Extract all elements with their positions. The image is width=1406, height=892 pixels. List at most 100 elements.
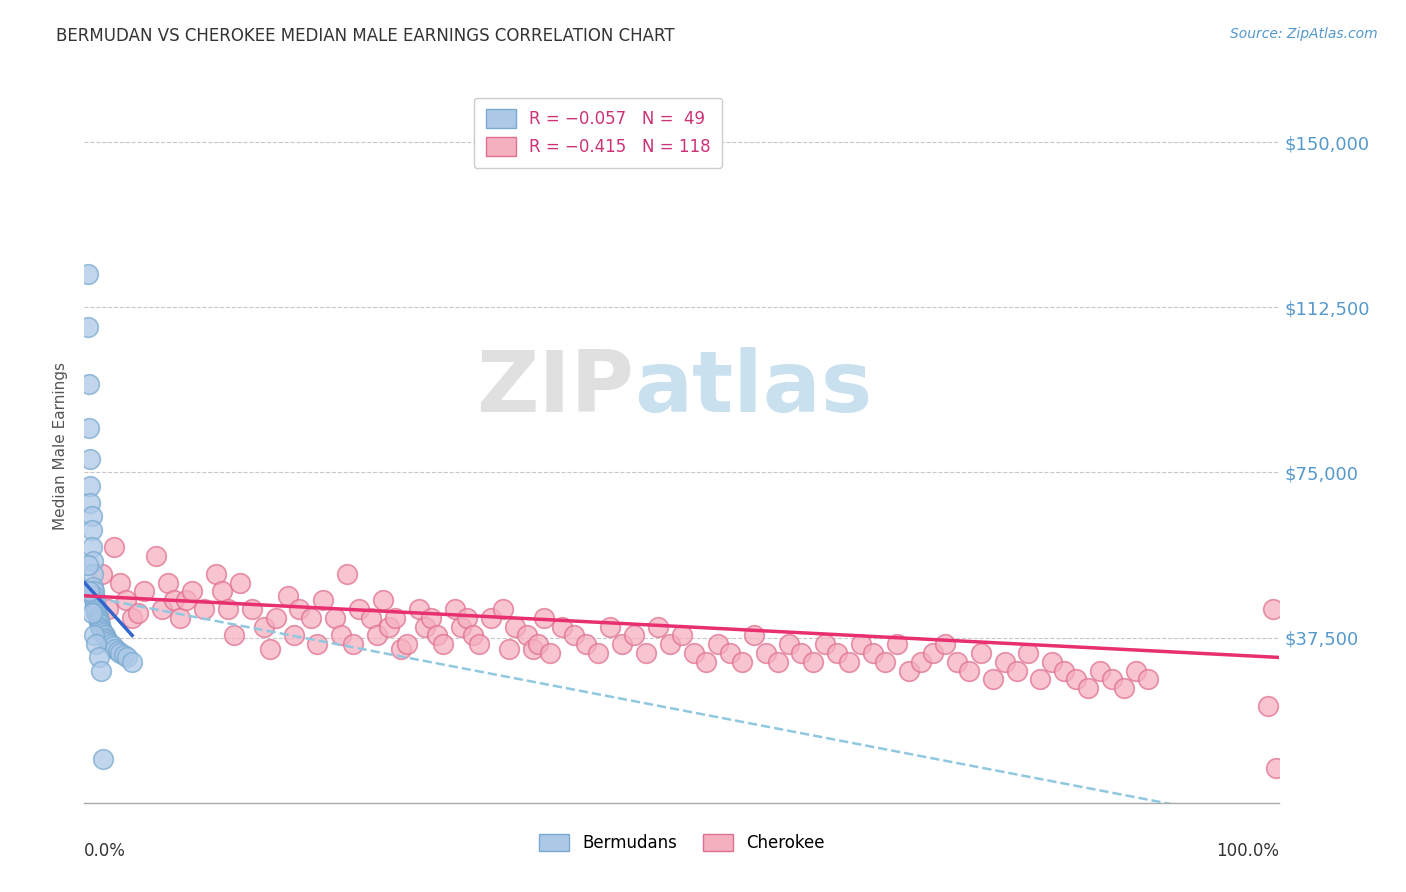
Point xyxy=(503,619,526,633)
Point xyxy=(79,478,101,492)
Point xyxy=(1101,673,1123,687)
Point xyxy=(283,628,305,642)
Point xyxy=(994,655,1017,669)
Point xyxy=(80,523,103,537)
Point xyxy=(83,589,105,603)
Point xyxy=(110,575,132,590)
Point xyxy=(862,646,884,660)
Point xyxy=(181,584,204,599)
Point xyxy=(1264,760,1286,774)
Point xyxy=(575,637,598,651)
Point xyxy=(803,655,825,669)
Point xyxy=(551,619,574,633)
Point xyxy=(349,602,371,616)
Point xyxy=(468,637,491,651)
Point xyxy=(93,752,115,766)
Point xyxy=(115,593,138,607)
Point xyxy=(174,593,197,607)
Point xyxy=(707,637,730,651)
Point xyxy=(875,655,897,669)
Point xyxy=(1029,673,1052,687)
Point xyxy=(84,598,107,612)
Point xyxy=(384,611,406,625)
Point xyxy=(104,641,127,656)
Text: atlas: atlas xyxy=(634,347,872,431)
Point xyxy=(1053,664,1076,678)
Point xyxy=(79,452,101,467)
Point xyxy=(479,611,502,625)
Point xyxy=(259,641,281,656)
Point xyxy=(1137,673,1160,687)
Point xyxy=(432,637,454,651)
Point xyxy=(101,640,124,654)
Point xyxy=(1066,673,1088,687)
Point xyxy=(86,607,108,621)
Point xyxy=(755,646,778,660)
Point xyxy=(169,611,191,625)
Point xyxy=(163,593,186,607)
Point xyxy=(695,655,717,669)
Point xyxy=(121,611,143,625)
Point xyxy=(970,646,993,660)
Point xyxy=(157,575,180,590)
Point xyxy=(851,637,873,651)
Point xyxy=(426,628,449,642)
Point xyxy=(360,611,382,625)
Point xyxy=(779,637,801,651)
Point xyxy=(492,602,515,616)
Point xyxy=(886,637,908,651)
Point xyxy=(86,593,108,607)
Point xyxy=(301,611,323,625)
Point xyxy=(378,619,401,633)
Point xyxy=(389,641,412,656)
Point xyxy=(396,637,419,651)
Point xyxy=(112,648,135,663)
Point xyxy=(1005,664,1028,678)
Point xyxy=(84,602,107,616)
Text: 0.0%: 0.0% xyxy=(84,842,127,860)
Point xyxy=(1090,664,1112,678)
Point xyxy=(540,646,562,660)
Point xyxy=(456,611,478,625)
Point xyxy=(910,655,932,669)
Point xyxy=(77,267,100,281)
Point xyxy=(94,631,117,645)
Point xyxy=(89,617,111,632)
Text: BERMUDAN VS CHEROKEE MEDIAN MALE EARNINGS CORRELATION CHART: BERMUDAN VS CHEROKEE MEDIAN MALE EARNING… xyxy=(56,27,675,45)
Point xyxy=(103,541,125,555)
Point xyxy=(718,646,741,660)
Point xyxy=(623,628,645,642)
Point xyxy=(420,611,443,625)
Point xyxy=(790,646,813,660)
Point xyxy=(742,628,765,642)
Point xyxy=(671,628,693,642)
Point xyxy=(211,584,233,599)
Point xyxy=(1263,602,1285,616)
Point xyxy=(827,646,849,660)
Point xyxy=(413,619,436,633)
Point xyxy=(946,655,969,669)
Point xyxy=(325,611,347,625)
Point xyxy=(1077,681,1099,696)
Point xyxy=(79,496,101,510)
Point xyxy=(898,664,921,678)
Point xyxy=(766,655,789,669)
Point xyxy=(77,377,100,392)
Point xyxy=(87,615,110,630)
Point xyxy=(312,593,335,607)
Point xyxy=(86,608,108,623)
Point xyxy=(80,509,103,524)
Point xyxy=(77,558,100,572)
Point xyxy=(90,622,112,636)
Point xyxy=(87,613,110,627)
Point xyxy=(77,584,100,599)
Point xyxy=(80,607,103,621)
Point xyxy=(77,320,100,334)
Point xyxy=(366,628,388,642)
Y-axis label: Median Male Earnings: Median Male Earnings xyxy=(53,362,69,530)
Point xyxy=(922,646,945,660)
Point xyxy=(1018,646,1040,660)
Point xyxy=(599,619,621,633)
Point xyxy=(82,566,104,581)
Point xyxy=(83,593,105,607)
